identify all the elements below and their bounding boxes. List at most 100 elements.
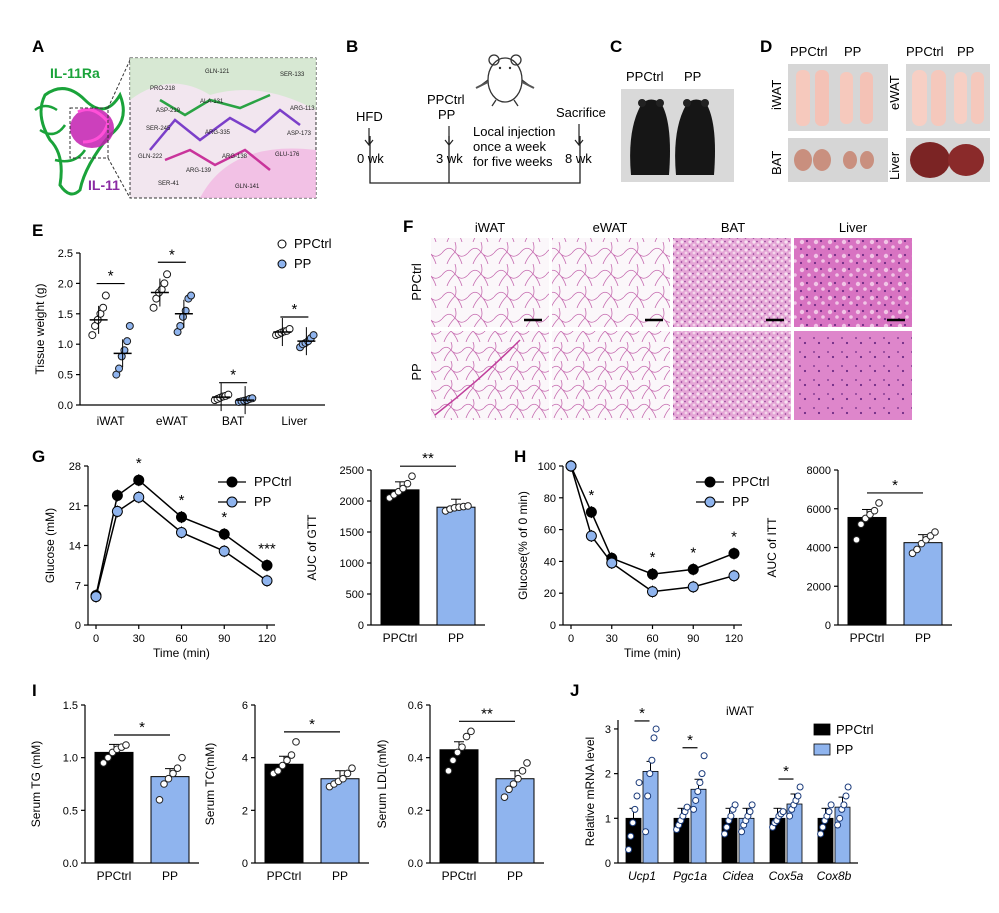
data-point [218,545,230,557]
legend-swatch [813,723,831,736]
legend-label: PPCtrl [294,236,332,251]
y-tick-label: 100 [538,461,556,473]
data-point [875,499,883,507]
data-point [88,331,97,340]
data-point [278,761,287,770]
residue-label: ARG-138 [222,154,248,160]
panel-letter-f: F [403,217,413,236]
y-tick-label: 40 [544,556,556,568]
data-point [748,801,756,809]
legend-marker [704,476,716,488]
residue-label: GLN-222 [138,154,163,160]
y-tick-label: 2.0 [58,278,73,290]
data-point [834,821,842,829]
data-point [99,759,108,767]
y-axis-label: AUC of ITT [765,517,779,578]
data-point [408,472,416,481]
x-tick-label: PPCtrl [850,631,885,645]
data-point [627,832,635,840]
data-point [514,774,522,783]
y-tick-label: 4 [242,753,248,765]
legend-label: PP [732,494,749,509]
data-point [825,808,833,816]
chart-g-gtt: 0 7 14 21 28 Glucose (mM) 0 30 60 90 120 Time (min)… [43,455,292,660]
data-point [464,502,472,510]
data-point [133,474,145,486]
chart-i-tc: 0 2 4 6 Serum TC(mM) PPCtrl PP * [203,700,369,883]
chart-e-tissue-weight: 0.0 0.5 1.0 1.5 2.0 2.5 Tissue weight (g) iWAT *… [33,236,332,428]
histology-liver-ppctrl [794,238,912,327]
data-point [694,788,702,795]
significance-label: ** [422,450,434,467]
panel-letter-b: B [346,37,358,56]
data-point [123,337,132,346]
y-tick-label: 1.0 [63,753,78,765]
data-point [173,764,182,773]
x-tick-label: PPCtrl [97,869,132,883]
legend-marker [277,239,287,249]
bar [320,778,360,864]
data-point [857,520,865,529]
chart-j-mrna: iWAT 0 1 2 3 Relative mRNA level Ucp1 * Pgc1a * Ci… [583,704,874,883]
bar [642,770,659,864]
bar [150,776,190,864]
significance-label: * [731,528,737,545]
y-tick-label: 0.6 [408,700,423,712]
significance-label: * [179,492,185,509]
data-point [817,830,825,838]
histology-col-bat: BAT [721,220,745,235]
bar [834,806,851,864]
data-point [111,490,123,502]
y-tick-label: 2000 [340,496,364,508]
y-tick-label: 2500 [340,465,364,477]
data-point [283,756,291,765]
data-point [399,484,407,493]
x-tick-label: PP [332,869,348,883]
histology-bat-ppctrl [673,238,791,327]
data-point [149,303,158,312]
residue-label: ARG-113 [290,106,315,112]
y-tick-label: 2000 [807,581,831,593]
tissue-label-iwat: iWAT [769,80,784,110]
data-point [647,568,658,580]
tissue-group-ppctrl-2: PPCtrl [906,44,944,59]
y-axis-label: Glucose (mM) [43,508,57,583]
data-point [176,526,187,538]
data-point [687,581,699,593]
data-point [836,814,844,822]
y-axis-label: Serum TC(mM) [203,743,217,825]
data-point [274,767,282,775]
y-tick-label: 28 [69,461,81,473]
y-tick-label: 0.0 [63,858,78,870]
significance-label: * [783,763,789,780]
docking-zoom-view: GLN-121 SER-133 PRO-218 ALA-131 ARG-113 ASP-2… [129,57,317,199]
significance-label: * [309,716,315,733]
tissue-label-bat: BAT [769,151,784,175]
panel-letter-a: A [32,37,44,56]
panel-letter-i: I [32,681,37,700]
data-point [635,779,643,787]
receptor-label: IL-11Ra [50,65,100,81]
y-tick-label: 500 [346,589,364,601]
bar [94,751,134,864]
data-point [646,770,654,778]
data-point [779,808,787,816]
data-point [160,780,168,788]
x-tick-label: Ucp1 [628,869,656,883]
significance-label: * [169,246,175,263]
histology-col-ewat: eWAT [593,220,628,235]
histology-col-liver: Liver [839,220,868,235]
y-tick-label: 60 [544,525,556,537]
data-point [700,752,708,760]
data-point [101,291,110,300]
y-tick-label: 80 [544,493,556,505]
bar [264,763,304,864]
significance-label: * [892,477,898,494]
timeline-week8: 8 wk [565,151,592,166]
data-point [852,535,861,544]
tissue-group-pp-1: PP [844,44,861,59]
chart-h-itt: 0 20 40 60 80 100 Glucose(% of 0 min) 0 30 60 90 12… [516,460,770,660]
data-point [827,801,835,809]
x-tick-label: 60 [175,633,187,645]
